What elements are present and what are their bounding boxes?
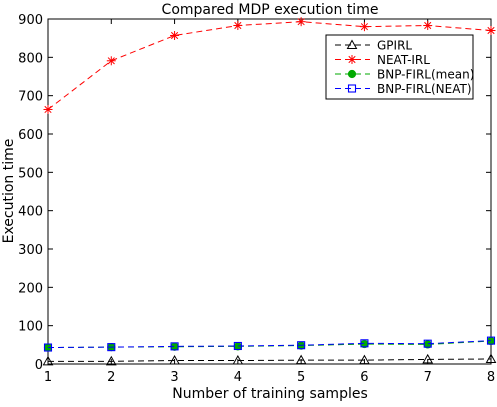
y-tick-label: 200: [18, 281, 43, 296]
legend-label: GPIRL: [377, 39, 412, 53]
series-line-1: [47, 21, 492, 110]
data-point: [106, 56, 116, 66]
x-tick-label: 3: [170, 370, 178, 385]
x-tick-label: 7: [424, 370, 432, 385]
legend-label: NEAT-IRL: [377, 53, 430, 67]
data-point: [232, 355, 244, 365]
x-tick-label: 5: [297, 370, 305, 385]
x-tick-label: 1: [44, 370, 52, 385]
data-point: [42, 355, 54, 366]
y-tick-label: 0: [35, 358, 43, 373]
data-point: [423, 339, 432, 348]
x-axis-label: Number of training samples: [172, 386, 368, 402]
data-point: [107, 343, 116, 352]
x-tick-label: 2: [107, 370, 115, 385]
y-axis-label: Execution time: [1, 139, 17, 244]
x-tick-label: 8: [487, 370, 495, 385]
y-tick-label: 800: [18, 51, 43, 66]
legend-label: BNP-FIRL(NEAT): [377, 82, 472, 96]
axis-ticks: 1 2 3 4 5 6 7 8 0 100 200 300 400 500 600 700 800 900: [18, 13, 495, 385]
legend-marker: [347, 69, 357, 79]
data-point: [43, 104, 53, 114]
data-point: [359, 354, 370, 365]
series-group: [42, 17, 497, 366]
data-point: [359, 22, 369, 32]
data-point: [423, 21, 433, 31]
data-point: [486, 26, 496, 35]
data-point: [233, 21, 243, 31]
legend: GPIRLNEAT-IRLBNP-FIRL(mean)BNP-FIRL(NEAT…: [325, 34, 474, 100]
data-point: [360, 339, 369, 348]
data-point: [295, 354, 307, 365]
x-tick-label: 4: [234, 370, 242, 385]
chart-title: Compared MDP execution time: [162, 2, 379, 18]
data-point: [170, 30, 180, 40]
data-point: [233, 341, 242, 351]
y-tick-label: 900: [18, 13, 43, 28]
y-tick-label: 300: [18, 243, 43, 258]
data-point: [105, 355, 117, 366]
y-tick-label: 400: [18, 205, 43, 220]
legend-label: BNP-FIRL(mean): [377, 68, 474, 82]
y-tick-label: 600: [18, 128, 43, 143]
legend-marker: [346, 39, 358, 49]
data-point: [485, 353, 497, 364]
data-point: [43, 343, 53, 352]
data-point: [422, 353, 434, 364]
series-line-3: [47, 340, 492, 349]
data-point: [297, 341, 306, 350]
legend-marker: [347, 84, 357, 93]
data-point: [169, 355, 180, 365]
x-tick-label: 6: [360, 370, 368, 385]
series-line-0: [48, 358, 492, 362]
legend-marker: [347, 55, 357, 64]
data-point: [486, 336, 496, 345]
data-point: [170, 342, 179, 351]
y-tick-label: 700: [18, 90, 43, 105]
y-tick-label: 500: [18, 166, 43, 181]
y-tick-label: 100: [18, 320, 43, 335]
data-point: [296, 17, 306, 27]
